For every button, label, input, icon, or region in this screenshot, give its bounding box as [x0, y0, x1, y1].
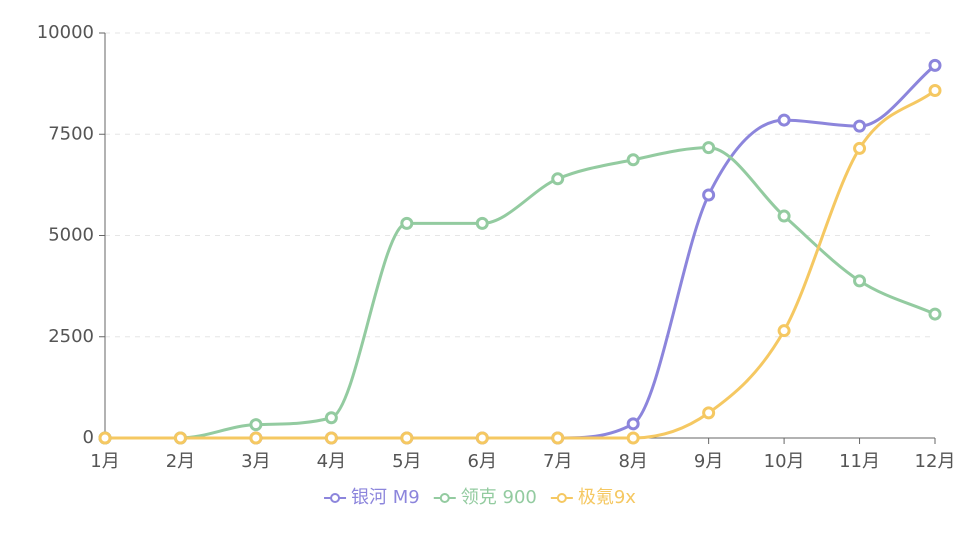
x-tick-label: 11月 [839, 451, 880, 472]
data-point [777, 113, 791, 127]
x-tick-label: 10月 [764, 451, 805, 472]
legend-item[interactable]: 极氪9x [550, 487, 636, 508]
data-point [551, 172, 565, 186]
y-tick-label: 10000 [37, 22, 94, 43]
data-point [626, 153, 640, 167]
data-point [98, 431, 112, 445]
x-tick-label: 2月 [166, 451, 195, 472]
data-point [777, 324, 791, 338]
legend-icon-dot [439, 493, 450, 503]
data-point [626, 417, 640, 431]
data-point [853, 141, 867, 155]
x-tick-label: 8月 [618, 451, 647, 472]
legend-icon-dot [330, 493, 341, 503]
x-tick-label: 4月 [317, 451, 346, 472]
data-point [249, 418, 263, 432]
data-point [400, 431, 414, 445]
data-point [928, 307, 942, 321]
data-point [853, 274, 867, 288]
data-point [777, 209, 791, 223]
x-tick-label: 6月 [468, 451, 497, 472]
legend-label: 极氪9x [578, 487, 636, 508]
data-point [702, 406, 716, 420]
y-tick-label: 5000 [48, 225, 94, 246]
data-point [551, 431, 565, 445]
data-point [249, 431, 263, 445]
data-point [702, 141, 716, 155]
x-tick-label: 3月 [241, 451, 270, 472]
series-line [104, 89, 936, 440]
x-tick-label: 7月 [543, 451, 572, 472]
legend-item[interactable]: 领克 900 [433, 487, 537, 508]
series-line [104, 146, 936, 440]
y-tick-label: 0 [83, 427, 94, 448]
data-point [173, 431, 187, 445]
data-point [853, 119, 867, 133]
x-tick-label: 1月 [90, 451, 119, 472]
y-tick-label: 2500 [48, 326, 94, 347]
x-tick-label: 12月 [915, 451, 956, 472]
data-point [928, 84, 942, 98]
legend-item[interactable]: 银河 M9 [324, 487, 420, 508]
legend-label: 领克 900 [461, 487, 537, 508]
data-point [324, 411, 338, 425]
x-tick-label: 9月 [694, 451, 723, 472]
legend: 银河 M9 领克 900 极氪9x [324, 487, 636, 508]
data-point [928, 58, 942, 72]
series-line [104, 64, 936, 440]
data-point [626, 431, 640, 445]
legend-label: 银河 M9 [351, 487, 420, 508]
legend-icon-dot [556, 493, 567, 503]
data-point [475, 431, 489, 445]
data-point [475, 216, 489, 230]
data-point [324, 431, 338, 445]
data-point [702, 188, 716, 202]
y-tick-label: 7500 [48, 123, 94, 144]
x-tick-label: 5月 [392, 451, 421, 472]
data-point [400, 216, 414, 230]
